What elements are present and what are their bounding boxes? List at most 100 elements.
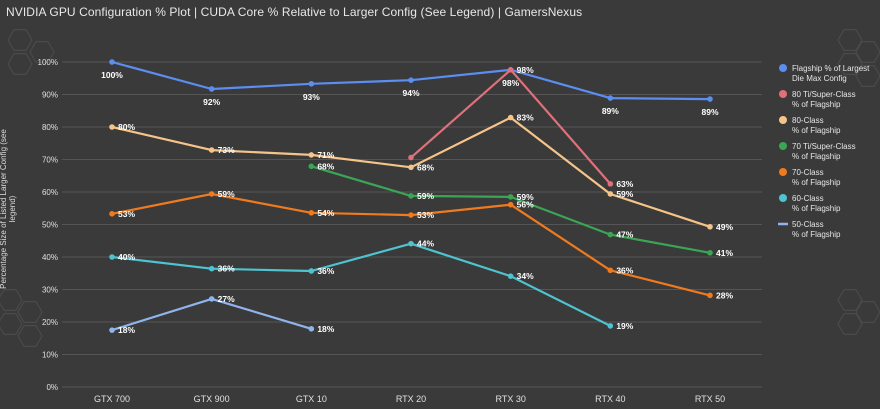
- y-tick-label: 100%: [38, 58, 58, 67]
- data-label: 59%: [218, 189, 235, 199]
- data-point: [607, 95, 614, 101]
- data-label: 83%: [517, 113, 534, 123]
- legend-label: 60-Class: [792, 194, 824, 203]
- data-label: 28%: [716, 290, 733, 300]
- legend-label: Flagship % of Largest: [792, 64, 870, 73]
- series-line: [111, 297, 312, 332]
- series-line: [310, 165, 711, 254]
- y-tick-label: 40%: [42, 253, 58, 262]
- data-label: 36%: [616, 265, 633, 275]
- series-lines: [109, 59, 713, 333]
- legend-label: 50-Class: [792, 220, 824, 229]
- y-tick-label: 80%: [42, 123, 58, 132]
- hexagon-decoration: [855, 40, 880, 64]
- data-point: [109, 327, 115, 333]
- y-axis-ticks: 0% 10% 20% 30% 40% 50% 60% 70% 80% 90% 100%: [38, 58, 58, 392]
- data-point: [109, 210, 115, 217]
- legend-label: % of Flagship: [792, 204, 841, 213]
- hexagon-decoration: [855, 64, 880, 88]
- x-tick-label: RTX 30: [495, 394, 525, 404]
- data-point: [308, 210, 315, 216]
- data-label: 59%: [417, 191, 434, 201]
- legend-label: % of Flagship: [792, 230, 841, 239]
- data-point: [707, 223, 713, 230]
- hexagon-decoration: [7, 52, 33, 76]
- data-point: [308, 152, 315, 158]
- data-point: [507, 114, 514, 121]
- data-point: [208, 191, 215, 197]
- legend-marker-dot: [779, 90, 787, 98]
- legend-marker-dot: [779, 64, 787, 72]
- hexagon-decoration: [29, 40, 55, 64]
- data-point: [208, 296, 215, 302]
- data-label: 59%: [616, 189, 633, 199]
- gridlines: [62, 61, 762, 388]
- data-point: [308, 80, 315, 87]
- y-tick-label: 70%: [42, 156, 58, 165]
- y-tick-label: 60%: [42, 188, 58, 197]
- data-point: [109, 124, 115, 130]
- data-label: 68%: [317, 161, 334, 171]
- data-point: [308, 326, 315, 332]
- chart-title: NVIDIA GPU Configuration % Plot | CUDA C…: [6, 5, 583, 19]
- legend-label: 70-Class: [792, 168, 824, 177]
- data-point: [507, 67, 514, 73]
- x-tick-label: GTX 700: [94, 394, 130, 404]
- data-point: [308, 163, 315, 170]
- data-point: [707, 96, 713, 102]
- data-label: 18%: [118, 325, 135, 335]
- x-tick-label: GTX 10: [296, 394, 327, 404]
- background-hexagons: [0, 29, 880, 347]
- data-point: [507, 194, 514, 200]
- hexagon-decoration: [837, 313, 863, 335]
- data-label: 34%: [517, 271, 534, 281]
- x-tick-label: RTX 40: [595, 394, 625, 404]
- data-label: 100%: [101, 70, 123, 80]
- data-label: 68%: [417, 162, 434, 172]
- data-label: 44%: [417, 239, 434, 249]
- hexagon-decoration: [0, 313, 23, 335]
- legend-marker-dot: [779, 116, 787, 124]
- data-point: [607, 323, 614, 329]
- data-label: 53%: [118, 209, 135, 219]
- x-tick-label: RTX 20: [396, 394, 426, 404]
- data-point: [408, 154, 414, 161]
- data-point: [408, 164, 414, 171]
- data-point: [308, 268, 315, 274]
- data-point: [408, 240, 414, 247]
- y-tick-label: 50%: [42, 221, 58, 230]
- legend-marker-dot: [779, 142, 787, 150]
- data-point: [109, 59, 115, 65]
- data-point: [208, 86, 215, 92]
- legend-marker-dot: [779, 194, 787, 202]
- hexagon-decoration: [0, 289, 23, 311]
- data-point: [707, 292, 713, 299]
- data-point: [607, 181, 614, 187]
- legend-label: % of Flagship: [792, 152, 841, 161]
- data-label: 41%: [716, 248, 733, 258]
- y-tick-label: 20%: [42, 318, 58, 327]
- data-label: 89%: [602, 106, 619, 116]
- data-label: 94%: [402, 88, 419, 98]
- data-point: [408, 77, 414, 83]
- data-point: [408, 212, 414, 218]
- legend-label: Die Max Config: [792, 74, 847, 83]
- hexagon-decoration: [837, 52, 863, 76]
- series-line: [111, 242, 611, 327]
- data-point: [208, 265, 215, 272]
- data-label: 80%: [118, 122, 135, 132]
- hexagon-decoration: [17, 301, 43, 323]
- hexagon-decoration: [837, 29, 863, 52]
- y-tick-label: 90%: [42, 91, 58, 100]
- legend-label: 80 Ti/Super-Class: [792, 90, 856, 99]
- data-point: [408, 193, 414, 199]
- data-label: 89%: [701, 107, 718, 117]
- legend-label: % of Flagship: [792, 126, 841, 135]
- data-label: 54%: [317, 208, 334, 218]
- data-label: 19%: [616, 321, 633, 331]
- data-label: 40%: [118, 252, 135, 262]
- x-tick-label: GTX 900: [194, 394, 230, 404]
- legend-label: % of Flagship: [792, 178, 841, 187]
- data-point: [507, 201, 514, 208]
- data-label: 36%: [218, 264, 235, 274]
